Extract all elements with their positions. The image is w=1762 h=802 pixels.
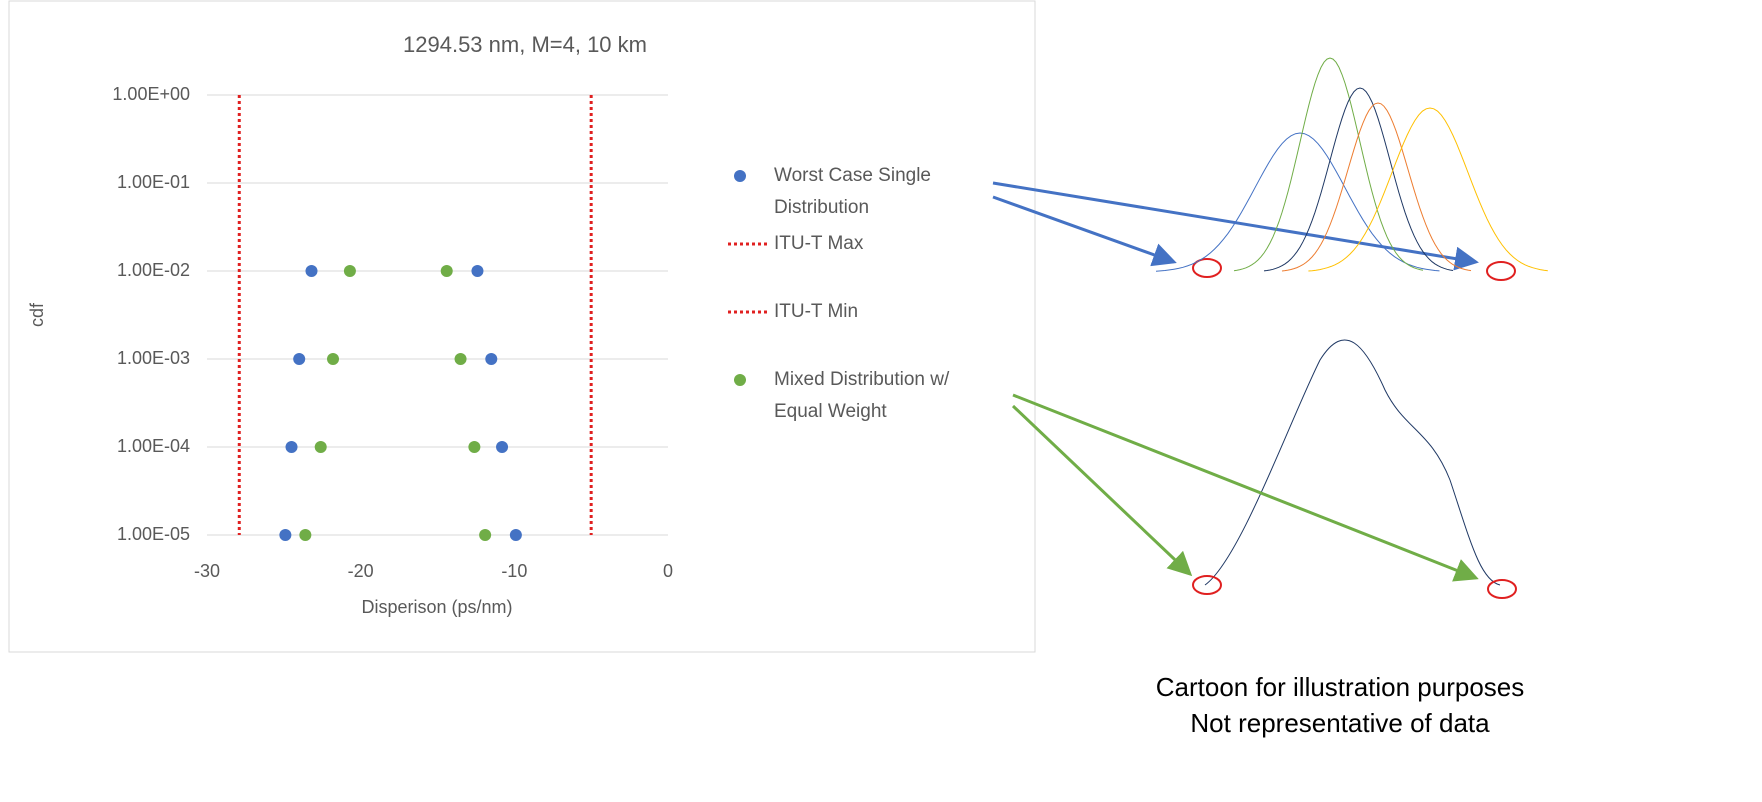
legend-marker xyxy=(728,296,768,328)
y-tick-label: 1.00E-02 xyxy=(117,260,190,280)
y-tick-label: 1.00E-05 xyxy=(117,524,190,544)
tail-marker xyxy=(1488,580,1516,598)
legend-label: ITU-T Min xyxy=(774,296,984,328)
legend-dot xyxy=(734,374,746,386)
legend: Worst Case Single Distribution ITU-T Max I… xyxy=(728,160,988,432)
point xyxy=(455,353,467,365)
legend-label: Worst Case Single Distribution xyxy=(774,160,984,224)
x-tick-label: -30 xyxy=(194,561,220,581)
point xyxy=(479,529,491,541)
caption: Not representative of data xyxy=(1080,708,1600,739)
point xyxy=(471,265,483,277)
point xyxy=(286,441,298,453)
tail-marker xyxy=(1193,576,1221,594)
chart-title: 1294.53 nm, M=4, 10 km xyxy=(403,32,647,57)
point xyxy=(305,265,317,277)
legend-label: ITU-T Max xyxy=(774,228,984,260)
x-tick-label: -20 xyxy=(348,561,374,581)
legend-label: Mixed Distribution w/ Equal Weight xyxy=(774,364,984,428)
point xyxy=(496,441,508,453)
point xyxy=(279,529,291,541)
point xyxy=(299,529,311,541)
legend-marker xyxy=(728,228,768,260)
y-tick-label: 1.00E-03 xyxy=(117,348,190,368)
legend-marker xyxy=(728,160,768,192)
legend-entry: Mixed Distribution w/ Equal Weight xyxy=(728,364,988,432)
y-tick-label: 1.00E-01 xyxy=(117,172,190,192)
point xyxy=(344,265,356,277)
point xyxy=(468,441,480,453)
y-axis-label: cdf xyxy=(27,302,47,327)
point xyxy=(327,353,339,365)
y-tick-label: 1.00E-04 xyxy=(117,436,190,456)
page: 1294.53 nm, M=4, 10 km Disperison (ps/nm… xyxy=(0,0,1762,802)
legend-entry: ITU-T Min xyxy=(728,296,988,364)
legend-entry: Worst Case Single Distribution xyxy=(728,160,988,228)
x-tick-label: -10 xyxy=(501,561,527,581)
cartoon xyxy=(993,58,1548,598)
cartoon-curve xyxy=(1308,108,1547,271)
legend-marker xyxy=(728,364,768,396)
point xyxy=(510,529,522,541)
point xyxy=(441,265,453,277)
mixed-curve xyxy=(1205,340,1500,585)
y-tick-label: 1.00E+00 xyxy=(112,84,190,104)
point xyxy=(485,353,497,365)
arrow xyxy=(1013,395,1476,578)
legend-entry: ITU-T Max xyxy=(728,228,988,296)
caption: Cartoon for illustration purposes xyxy=(1080,672,1600,703)
x-axis-label: Disperison (ps/nm) xyxy=(361,597,512,617)
legend-dot xyxy=(734,170,746,182)
tail-marker xyxy=(1487,262,1515,280)
x-tick-label: 0 xyxy=(663,561,673,581)
point xyxy=(293,353,305,365)
point xyxy=(315,441,327,453)
